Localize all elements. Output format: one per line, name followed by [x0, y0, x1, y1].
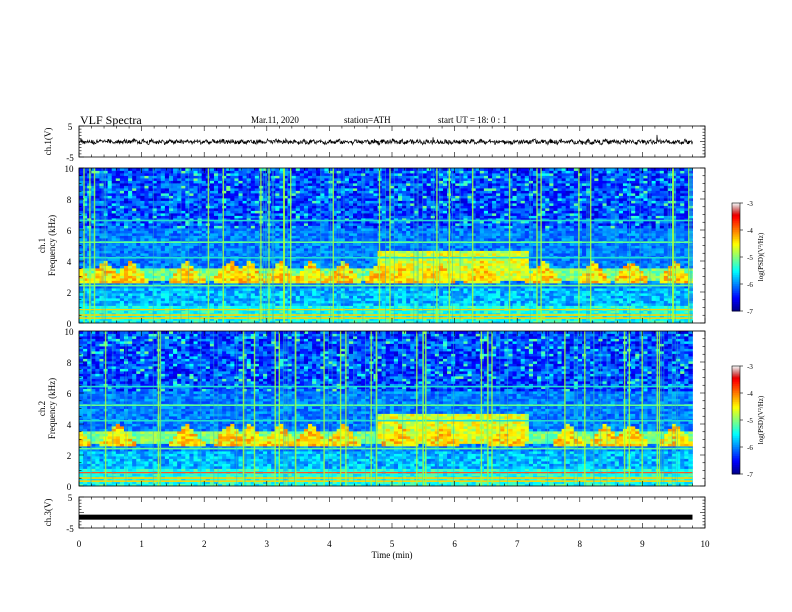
ch1-waveform-ytick-top: 5: [68, 122, 73, 132]
ch1-spectrogram-yticks: [79, 167, 705, 324]
ch1-colorbar-tick-m4: -4: [747, 227, 753, 235]
ch2-spectrogram-line-4: [79, 404, 693, 406]
ch3-waveform-ylabel: ch.3(V): [43, 499, 53, 527]
ch2-colorbar-tick-m4: -4: [747, 390, 753, 398]
ch1-colorbar-tick-m7: -7: [747, 308, 753, 316]
ch1-spectrogram-sferics: [83, 168, 693, 323]
x-tick-label-3: 3: [265, 539, 270, 549]
start-time-label: start UT = 18: 0 : 1: [438, 115, 507, 125]
ch1-spectrogram-ylabel-frequency: Frequency (kHz): [47, 215, 57, 276]
ch1-spectrogram-ytick-10: 10: [65, 164, 75, 174]
ch1-spectrogram-ytick-2: 2: [67, 288, 72, 298]
x-tick-label-5: 5: [390, 539, 395, 549]
ch2-spectrogram-line-2: [79, 447, 693, 450]
ch2-spectrogram-ytick-10: 10: [65, 327, 75, 337]
x-tick-label-4: 4: [327, 539, 332, 549]
date-label: Mar.11, 2020: [251, 115, 299, 125]
x-tick-label-2: 2: [202, 539, 207, 549]
ch1-waveform-xticks: [78, 126, 706, 157]
ch1-waveform-ylabel: ch.1(V): [43, 128, 53, 156]
x-tick-label-1: 1: [139, 539, 144, 549]
ch2-spectrogram-xticks: [78, 331, 706, 486]
ch2-colorbar-tick-m5: -5: [747, 417, 753, 425]
station-label: station=ATH: [344, 115, 391, 125]
ch1-colorbar-tick-m6: -6: [747, 281, 753, 289]
ch3-waveform-ytick-bottom: -5: [66, 524, 74, 534]
ch2-spectrogram-ytick-2: 2: [67, 451, 72, 461]
ch2-colorbar-tick-m7: -7: [747, 471, 753, 479]
ch1-waveform-ytick-bottom: -5: [66, 153, 74, 163]
ch2-spectrogram-line-low: [79, 472, 693, 474]
ch1-waveform-yticks: [79, 125, 705, 158]
ch2-spectrogram-line-1: [79, 477, 693, 479]
ch3-waveform-ytick-top: 5: [68, 493, 73, 503]
ch2-colorbar-tick-m6: -6: [747, 444, 753, 452]
ch2-spectrogram-sferics: [90, 331, 678, 486]
figure-title: VLF Spectra: [80, 113, 142, 128]
ch2-spectrogram-ytick-4: 4: [67, 420, 72, 430]
ch2-colorbar: [731, 365, 743, 475]
ch2-spectrogram-ytick-8: 8: [67, 358, 72, 368]
x-tick-label-6: 6: [452, 539, 457, 549]
ch1-spectrogram-xticks: [78, 168, 706, 323]
ch1-spectrogram-ytick-8: 8: [67, 195, 72, 205]
x-tick-label-7: 7: [515, 539, 520, 549]
ch1-colorbar-tick-m5: -5: [747, 254, 753, 262]
x-tick-label-9: 9: [640, 539, 645, 549]
x-axis-label: Time (min): [372, 550, 413, 560]
ch1-spectrogram-ytick-6: 6: [67, 226, 72, 236]
ch2-spectrogram-ylabel-channel: ch.2: [37, 401, 47, 416]
ch2-spectrogram-line-5: [79, 385, 693, 388]
x-tick-label-0: 0: [77, 539, 82, 549]
ch1-colorbar-label: log(PSD)(V²/Hz): [757, 232, 765, 281]
ch1-colorbar-tick-m3: -3: [747, 200, 753, 208]
ch3-waveform-trace: [79, 514, 693, 520]
ch1-spectrogram-ylabel-channel: ch.1: [37, 238, 47, 253]
ch2-colorbar-tick-m3: -3: [747, 363, 753, 371]
ch2-spectrogram-line-0: [79, 480, 693, 482]
ch2-spectrogram-yticks: [79, 330, 705, 487]
ch2-spectrogram-ytick-0: 0: [67, 482, 72, 492]
x-tick-label-10: 10: [701, 539, 711, 549]
x-tick-label-8: 8: [578, 539, 583, 549]
ch1-spectrogram-ytick-0: 0: [67, 319, 72, 329]
ch1-spectrogram-image: [79, 168, 693, 324]
ch1-colorbar: [731, 202, 743, 312]
ch2-spectrogram-ytick-6: 6: [67, 389, 72, 399]
ch2-colorbar-label: log(PSD)(V²/Hz): [757, 395, 765, 444]
ch2-spectrogram-line-3: [79, 419, 693, 422]
ch3-waveform-xticks: [78, 497, 706, 528]
ch2-spectrogram-ylabel-frequency: Frequency (kHz): [47, 378, 57, 439]
ch1-spectrogram-ytick-4: 4: [67, 257, 72, 267]
ch1-waveform-trace: [78, 134, 693, 146]
